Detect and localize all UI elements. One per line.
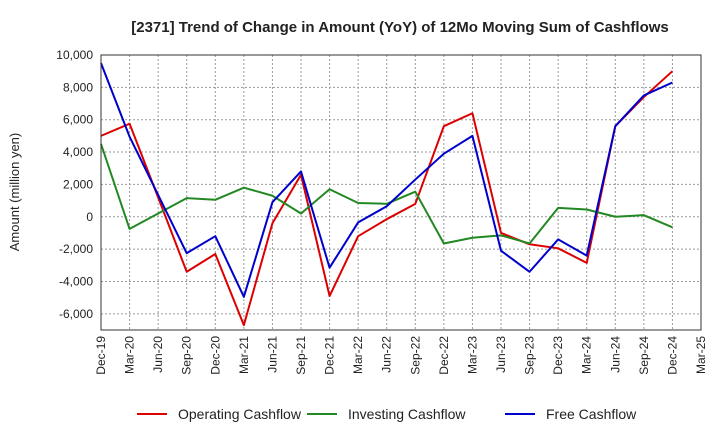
operating-cashflow-line <box>100 70 674 327</box>
y-tick-labels: -6,000 -4,000 -2,000 0 2,000 4,000 6,000 8,000 1… <box>56 48 93 321</box>
x-tick-label: Mar-22 <box>351 336 365 374</box>
y-tick-label: -4,000 <box>59 274 93 288</box>
chart-title: [2371] Trend of Change in Amount (YoY) o… <box>131 19 669 36</box>
y-tick-label: 0 <box>86 210 93 224</box>
legend-label-investing-cashflow: Investing Cashflow <box>348 406 466 422</box>
x-tick-label: Sep-23 <box>523 336 537 375</box>
x-tick-label: Sep-21 <box>294 336 308 375</box>
free-cashflow-line <box>100 62 673 298</box>
y-tick-label: -2,000 <box>59 242 93 256</box>
x-tick-labels: Dec-19 Mar-20 Jun-20 Sep-20 Dec-20 Mar-21 Jun-… <box>94 336 708 375</box>
x-tick-label: Dec-20 <box>208 336 222 375</box>
y-tick-label: 10,000 <box>56 48 93 62</box>
x-tick-label: Jun-22 <box>380 336 394 373</box>
plot-frame <box>100 54 702 331</box>
x-tick-label: Mar-23 <box>465 336 479 374</box>
x-tick-label: Mar-21 <box>237 336 251 374</box>
x-tick-label: Dec-22 <box>437 336 451 375</box>
y-tick-label: 4,000 <box>63 145 93 159</box>
investing-cashflow-line <box>100 143 673 245</box>
series-layer <box>100 62 674 327</box>
x-tick-label: Mar-20 <box>123 336 137 374</box>
x-tick-label: Dec-23 <box>551 336 565 375</box>
x-tick-label: Dec-21 <box>323 336 337 375</box>
x-tick-label: Dec-24 <box>665 336 679 375</box>
y-tick-label: 2,000 <box>63 177 93 191</box>
x-tick-label: Sep-20 <box>180 336 194 375</box>
x-tick-label: Jun-20 <box>151 336 165 373</box>
legend-label-operating-cashflow: Operating Cashflow <box>178 406 302 422</box>
legend: Operating Cashflow Investing Cashflow Free… <box>137 406 637 422</box>
x-tick-label: Dec-19 <box>94 336 108 375</box>
y-tick-label: 8,000 <box>63 80 93 94</box>
legend-label-free-cashflow: Free Cashflow <box>546 406 637 422</box>
x-tick-label: Jun-21 <box>265 336 279 373</box>
y-axis-label: Amount (million yen) <box>7 133 22 252</box>
x-tick-label: Sep-22 <box>408 336 422 375</box>
x-tick-label: Sep-24 <box>637 336 651 375</box>
x-tick-label: Jun-24 <box>608 336 622 373</box>
x-tick-label: Mar-24 <box>580 336 594 374</box>
plot-border <box>100 54 702 331</box>
y-tick-label: -6,000 <box>59 307 93 321</box>
x-tick-label: Mar-25 <box>694 336 708 374</box>
y-tick-label: 6,000 <box>63 113 93 127</box>
x-tick-label: Jun-23 <box>494 336 508 373</box>
